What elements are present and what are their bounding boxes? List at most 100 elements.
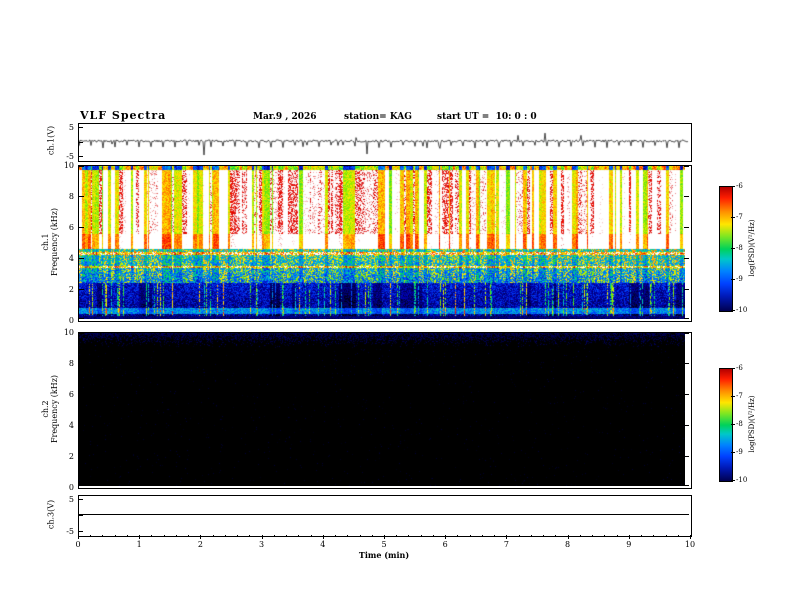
y-tick-label: 4 xyxy=(68,421,74,430)
axis-tickmark xyxy=(79,394,84,395)
axis-tickmark xyxy=(79,499,83,500)
colorbar-tick-label: -10 xyxy=(736,306,748,314)
axis-tickmark xyxy=(731,217,735,218)
start-ut-label: start UT = 10: 0 : 0 xyxy=(437,112,537,122)
axis-tickmark xyxy=(396,535,398,537)
axis-tickmark xyxy=(79,141,83,143)
axis-tickmark xyxy=(731,310,735,311)
axis-tickmark xyxy=(79,515,83,516)
axis-tickmark xyxy=(90,535,92,537)
y-tick-label: -5 xyxy=(66,152,74,161)
x-tick-label: 10 xyxy=(684,540,696,549)
axis-tickmark xyxy=(506,535,508,539)
axis-tickmark xyxy=(731,480,735,481)
axis-tickmark xyxy=(530,535,532,537)
axis-tickmark xyxy=(684,456,689,457)
axis-tickmark xyxy=(518,535,520,537)
x-tick-label: 3 xyxy=(259,540,265,549)
axis-tickmark xyxy=(347,535,349,537)
axis-tickmark xyxy=(684,166,689,167)
axis-tickmark xyxy=(212,535,214,537)
ch2-frequency-axis-label: ch.2 Frequency (kHz) xyxy=(41,334,59,484)
x-tick-label: 2 xyxy=(197,540,203,549)
axis-tickmark xyxy=(555,535,557,537)
axis-tickmark xyxy=(79,456,84,457)
axis-tickmark xyxy=(79,196,84,197)
plot-title: VLF Spectra xyxy=(80,109,167,122)
axis-tickmark xyxy=(79,289,84,290)
ch3-voltage-panel xyxy=(78,495,692,537)
axis-tickmark xyxy=(188,535,190,537)
axis-tickmark xyxy=(163,535,165,537)
x-tick-label: 6 xyxy=(442,540,448,549)
axis-tickmark xyxy=(359,535,361,537)
ch1-colorbar-label: log(PSD)(V²/Hz) xyxy=(748,219,756,277)
y-tick-label: -5 xyxy=(66,527,74,536)
y-tick-label: 6 xyxy=(68,223,74,232)
y-tick-label: 8 xyxy=(68,192,74,201)
time-axis-label: Time (min) xyxy=(358,550,410,560)
axis-tickmark xyxy=(420,535,422,537)
axis-tickmark xyxy=(731,186,735,187)
ch2-axis-label-line2: Frequency (kHz) xyxy=(50,374,59,444)
y-tick-label: 5 xyxy=(68,123,74,132)
axis-tickmark xyxy=(102,535,104,537)
x-tick-label: 4 xyxy=(320,540,326,549)
axis-tickmark xyxy=(79,227,84,228)
axis-tickmark xyxy=(731,396,735,397)
colorbar-tick-label: -7 xyxy=(736,392,743,400)
axis-tickmark xyxy=(592,535,594,537)
colorbar-tick-label: -6 xyxy=(736,364,743,372)
axis-tickmark xyxy=(408,535,410,537)
ch2-colorbar-label: log(PSD)(V²/Hz) xyxy=(748,395,756,453)
axis-tickmark xyxy=(126,535,128,537)
axis-tickmark xyxy=(79,363,84,364)
y-tick-label: 2 xyxy=(68,285,74,294)
y-tick-label: 4 xyxy=(68,254,74,263)
axis-tickmark xyxy=(335,535,337,537)
ch3-voltage-axis-label: ch.3(V) xyxy=(46,499,56,530)
axis-tickmark xyxy=(684,289,689,290)
plot-date: Mar.9 , 2026 xyxy=(253,112,317,122)
axis-tickmark xyxy=(79,333,84,334)
axis-tickmark xyxy=(78,535,79,539)
x-tick-label: 9 xyxy=(626,540,632,549)
colorbar-tick-label: -6 xyxy=(736,182,743,190)
axis-tickmark xyxy=(684,394,689,395)
ch3-flatline-trace xyxy=(79,514,689,515)
axis-tickmark xyxy=(684,485,689,486)
x-tick-label: 7 xyxy=(503,540,509,549)
ch1-colorbar xyxy=(719,186,733,312)
y-tick-label: 6 xyxy=(68,390,74,399)
axis-tickmark xyxy=(79,531,83,532)
axis-tickmark xyxy=(79,258,84,259)
axis-tickmark xyxy=(653,535,655,537)
axis-tickmark xyxy=(684,333,689,334)
axis-tickmark xyxy=(457,535,459,537)
ch2-axis-label-line1: ch.2 xyxy=(41,400,50,418)
axis-tickmark xyxy=(114,535,116,537)
axis-tickmark xyxy=(445,535,447,539)
axis-tickmark xyxy=(273,535,275,537)
ch1-axis-label-line2: Frequency (kHz) xyxy=(50,207,59,277)
y-tick-label: 8 xyxy=(68,359,74,368)
axis-tickmark xyxy=(79,485,84,486)
axis-tickmark xyxy=(684,318,689,319)
y-tick-label: 10 xyxy=(63,161,74,170)
axis-tickmark xyxy=(604,535,606,537)
y-tick-label: 5 xyxy=(68,495,74,504)
axis-tickmark xyxy=(665,535,667,537)
axis-tickmark xyxy=(261,535,263,539)
colorbar-tick-label: -9 xyxy=(736,448,743,456)
colorbar-tick-label: -8 xyxy=(736,244,743,252)
axis-tickmark xyxy=(175,535,177,537)
axis-tickmark xyxy=(494,535,496,537)
colorbar-tick-label: -9 xyxy=(736,275,743,283)
ch1-waveform-plot xyxy=(79,124,689,159)
axis-tickmark xyxy=(684,363,689,364)
x-tick-label: 1 xyxy=(136,540,142,549)
axis-tickmark xyxy=(79,166,84,167)
axis-tickmark xyxy=(641,535,643,537)
axis-tickmark xyxy=(224,535,226,537)
y-tick-label: 0 xyxy=(68,316,74,325)
